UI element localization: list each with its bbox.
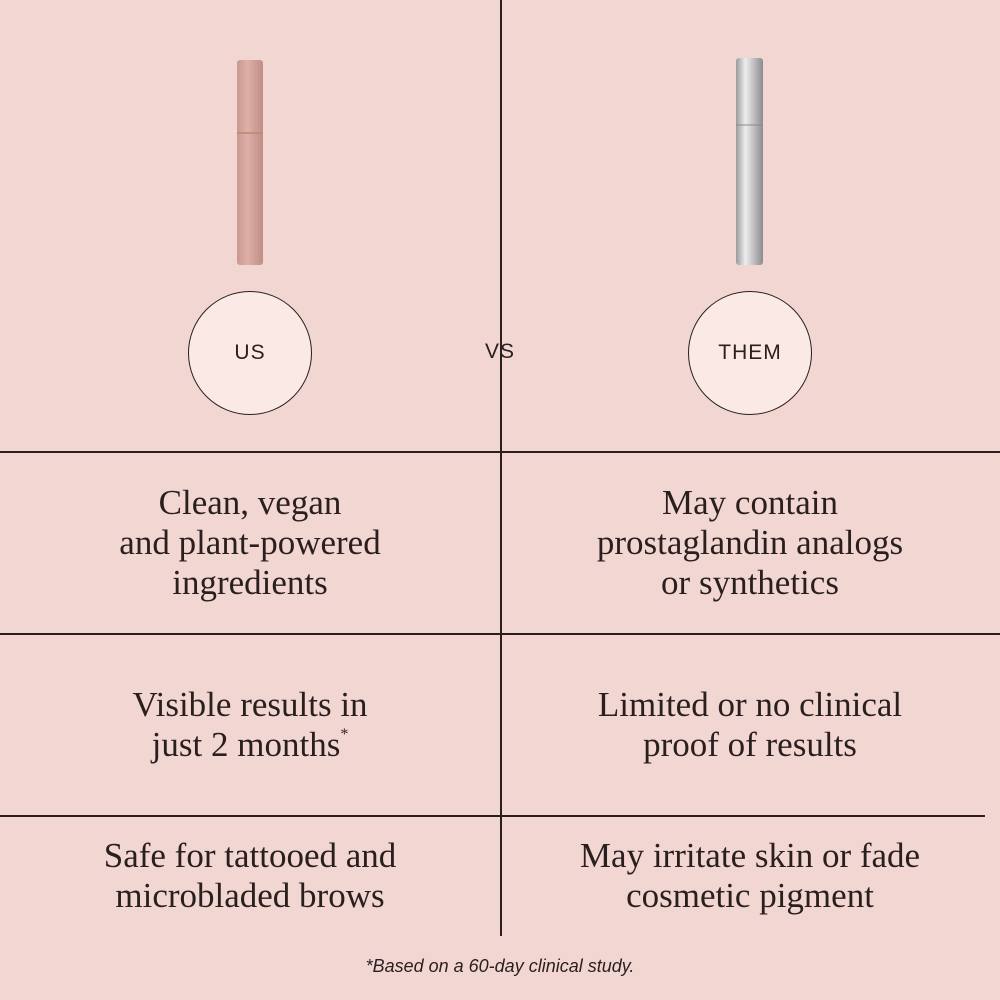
divider xyxy=(0,451,1000,453)
text-line: Clean, vegan xyxy=(159,483,342,523)
them-cell: May contain prostaglandin analogs or synth… xyxy=(500,452,1000,633)
text-line: Safe for tattooed and xyxy=(104,836,397,876)
text: Visible results in xyxy=(132,684,368,724)
text-line: cosmetic pigment xyxy=(626,876,874,916)
text-line: May irritate skin or fade xyxy=(580,836,920,876)
text: ingredients xyxy=(172,562,328,602)
them-cell: Limited or no clinical proof of results xyxy=(500,634,1000,815)
text-line: just 2 months* xyxy=(152,725,349,765)
their-product xyxy=(736,58,763,265)
vs-label: VS xyxy=(484,340,515,363)
text-line: proof of results xyxy=(643,725,857,765)
text: May irritate skin or fade xyxy=(579,836,921,875)
them-badge: THEM xyxy=(688,291,812,415)
us-cell: Visible results in just 2 months* xyxy=(0,634,500,815)
text: and plant-powered xyxy=(119,522,381,562)
text-line: or synthetics xyxy=(661,563,839,603)
text-line: May contain xyxy=(662,483,838,523)
us-cell: Safe for tattooed and microbladed brows xyxy=(0,816,500,936)
text: or synthetics xyxy=(661,562,839,602)
text: cosmetic pigment xyxy=(626,876,874,915)
text: microbladed brows xyxy=(115,876,385,915)
text: Clean, vegan xyxy=(158,482,342,522)
us-badge: US xyxy=(188,291,312,415)
us-cell: Clean, vegan and plant-powered ingredients xyxy=(0,452,500,633)
text: just 2 months xyxy=(151,724,341,764)
product-images xyxy=(237,58,763,265)
text-line: microbladed brows xyxy=(115,876,384,916)
text: Safe for tattooed and xyxy=(103,836,397,875)
divider xyxy=(0,815,985,817)
footnote-mark: * xyxy=(340,725,349,743)
text: proof of results xyxy=(643,724,857,764)
footnote: *Based on a 60-day clinical study. xyxy=(365,956,635,976)
divider xyxy=(500,0,502,936)
text-line: ingredients xyxy=(172,563,328,603)
text-line: and plant-powered xyxy=(119,523,380,563)
text-line: Limited or no clinical xyxy=(598,685,902,725)
them-cell: May irritate skin or fade cosmetic pigmen… xyxy=(500,816,1000,936)
divider xyxy=(0,633,1000,635)
text-line: prostaglandin analogs xyxy=(597,523,903,563)
text-line: Visible results in xyxy=(132,685,367,725)
text: May contain xyxy=(662,482,838,522)
text: prostaglandin analogs xyxy=(596,522,904,562)
text: Limited or no clinical xyxy=(597,684,903,724)
our-product xyxy=(237,60,263,265)
